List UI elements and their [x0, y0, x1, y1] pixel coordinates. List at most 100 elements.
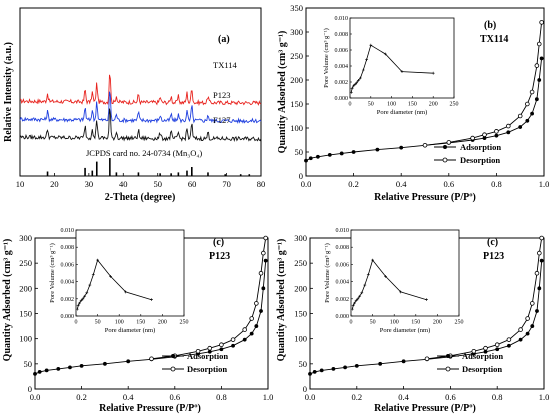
isotherm-b-inset-point	[355, 81, 359, 85]
isotherm-d-x-tick-label: 0.0	[305, 392, 316, 402]
isotherm-c-desorption-point	[258, 270, 264, 276]
isotherm-d-inset-point	[366, 273, 370, 277]
isotherm-b-plot-frame	[305, 7, 545, 177]
isotherm-b-sample-label: TX114	[480, 34, 508, 45]
isotherm-d-inset-y-tick-label: 0.010	[336, 228, 350, 234]
isotherm-d-adsorption-point	[539, 258, 544, 263]
isotherm-b-x-tick-label: 0.6	[443, 179, 454, 189]
isotherm-d-y-tick-label: 150	[294, 309, 307, 319]
isotherm-c-adsorption-point	[219, 347, 224, 352]
isotherm-c-x-tick-label: 0.2	[76, 392, 87, 402]
isotherm-c-inset-x-tick-label: 150	[136, 320, 145, 326]
isotherm-d-desorption-point	[483, 345, 488, 351]
isotherm-d-inset-y-tick-label: 0.000	[336, 314, 350, 320]
isotherm-c-inset-point	[85, 291, 89, 295]
isotherm-b-adsorption-point	[518, 125, 523, 129]
isotherm-c-inset-y-tick-label: 0.000	[61, 314, 75, 320]
isotherm-c-y-axis-title: Quantity Adsorbed (cm³ g⁻¹)	[2, 239, 13, 362]
isotherm-b-y-tick-label: 0	[299, 171, 303, 181]
xrd-line-f127	[19, 108, 262, 142]
isotherm-b-inset-point	[350, 87, 354, 90]
isotherm-c-legend-desorption: Desorption	[187, 364, 227, 374]
xrd-y-axis-title: Relative Intensity (a.u.)	[3, 42, 14, 142]
isotherm-c-inset-y-tick-label: 0.010	[61, 228, 75, 234]
isotherm-b-inset-point	[351, 84, 355, 88]
isotherm-d-adsorption-point	[343, 365, 347, 370]
isotherm-d-desorption-point	[506, 337, 512, 342]
isotherm-c-desorption-point	[219, 342, 224, 348]
xrd-x-axis-title: 2-Theta (degree)	[105, 192, 176, 203]
isotherm-d-desorption-point	[424, 356, 430, 362]
isotherm-d-sample-label: P123	[483, 251, 504, 262]
isotherm-d-legend-desorption-marker	[445, 366, 451, 372]
isotherm-c-y-tick-label: 100	[19, 334, 32, 344]
isotherm-c-inset-y-tick-label: 0.008	[61, 245, 75, 251]
isotherm-b-inset-x-axis-title: Pore diameter (nm)	[377, 109, 428, 116]
isotherm-d-inset-point	[350, 307, 354, 311]
isotherm-b-adsorption-point	[539, 56, 544, 61]
isotherm-d-adsorption-point	[312, 369, 317, 374]
isotherm-d-inset-x-tick-label: 100	[390, 320, 399, 326]
xrd-x-tick-label: 50	[153, 179, 162, 189]
isotherm-c-adsorption-point	[259, 309, 263, 313]
isotherm-b-desorption-point	[470, 135, 475, 141]
isotherm-b-y-tick-label: 150	[290, 99, 303, 109]
isotherm-c-x-axis-title: Relative Pressure (P/Pº)	[99, 403, 201, 414]
isotherm-d-x-tick-label: 0.4	[398, 392, 409, 402]
isotherm-c-inset-y-tick-label: 0.006	[61, 262, 75, 268]
isotherm-b-desorption-point	[482, 132, 487, 138]
isotherm-b-desorption-point	[525, 101, 530, 107]
isotherm-d-desorption-point	[534, 270, 540, 276]
isotherm-c-adsorption-point	[126, 359, 131, 364]
isotherm-d-desorption-point	[518, 327, 523, 332]
isotherm-d-adsorption-point	[537, 286, 542, 291]
isotherm-c-adsorption-point	[33, 372, 37, 376]
isotherm-d-y-tick-label: 0	[303, 384, 307, 394]
isotherm-c-inset-x-tick-label: 100	[115, 320, 124, 326]
isotherm-c-adsorption-point	[79, 363, 84, 368]
isotherm-b-inset-point	[359, 76, 362, 80]
isotherm-c-inset-point	[96, 258, 99, 262]
isotherm-c-desorption-point	[254, 301, 259, 306]
isotherm-b-adsorption-point	[327, 152, 332, 157]
isotherm-b-inset-y-tick-label: 0.008	[335, 32, 349, 38]
isotherm-b-adsorption-point	[375, 147, 380, 152]
isotherm-d-legend-desorption: Desorption	[462, 364, 502, 374]
isotherm-b-x-tick-label: 1.0	[539, 179, 550, 189]
isotherm-c-inset-y-axis-title: Pore Volume (cm³ g⁻¹)	[49, 243, 56, 303]
isotherm-b-adsorption-point	[530, 111, 534, 116]
xrd-x-tick-label: 80	[257, 179, 266, 189]
isotherm-b-inset-point	[369, 43, 373, 47]
isotherm-b-inset-point	[431, 71, 435, 75]
isotherm-c-x-tick-label: 0.6	[169, 392, 180, 402]
isotherm-d-inset-frame	[350, 229, 460, 317]
isotherm-d-inset-y-tick-label: 0.006	[336, 262, 350, 268]
isotherm-b-inset-x-tick-label: 0	[349, 102, 352, 108]
isotherm-d-y-tick-label: 250	[294, 258, 307, 268]
isotherm-c-desorption-point	[149, 356, 154, 362]
isotherm-d-y-tick-label: 300	[294, 233, 307, 243]
xrd-x-tick-label: 20	[50, 179, 59, 189]
isotherm-b-desorption-point	[539, 20, 544, 25]
isotherm-b-x-tick-label: 0.8	[491, 179, 502, 189]
isotherm-b-inset-point	[353, 83, 357, 86]
isotherm-c-legend-desorption-marker	[170, 366, 176, 372]
isotherm-d-inset-x-axis-title: Pore diameter (nm)	[380, 327, 431, 334]
isotherm-b-desorption-point	[536, 41, 542, 47]
isotherm-c-desorption-point	[263, 235, 268, 241]
isotherm-c-adsorption-point	[263, 258, 268, 263]
isotherm-c-desorption-point	[249, 316, 254, 321]
isotherm-c-adsorption-point	[242, 337, 247, 342]
isotherm-d-adsorption-point	[495, 347, 500, 352]
isotherm-c-inset-frame	[75, 229, 185, 317]
isotherm-c-adsorption-point	[68, 365, 72, 370]
isotherm-b-inset-y-tick-label: 0.000	[335, 96, 349, 102]
isotherm-d-adsorption-point	[331, 366, 336, 371]
isotherm-c-inset-point	[76, 304, 80, 308]
isotherm-b-desorption-point	[534, 63, 540, 68]
isotherm-b-plot: 0.0 0.2 0.4 0.6 0.8 1.0 0 50 100 150 200 250 300 350 0…	[290, 3, 549, 189]
isotherm-b-inset-point	[356, 79, 360, 82]
isotherm-b-legend-desorption: Desorption	[460, 155, 500, 165]
isotherm-d-inset-point	[371, 258, 374, 262]
isotherm-d-desorption-point	[494, 342, 500, 348]
